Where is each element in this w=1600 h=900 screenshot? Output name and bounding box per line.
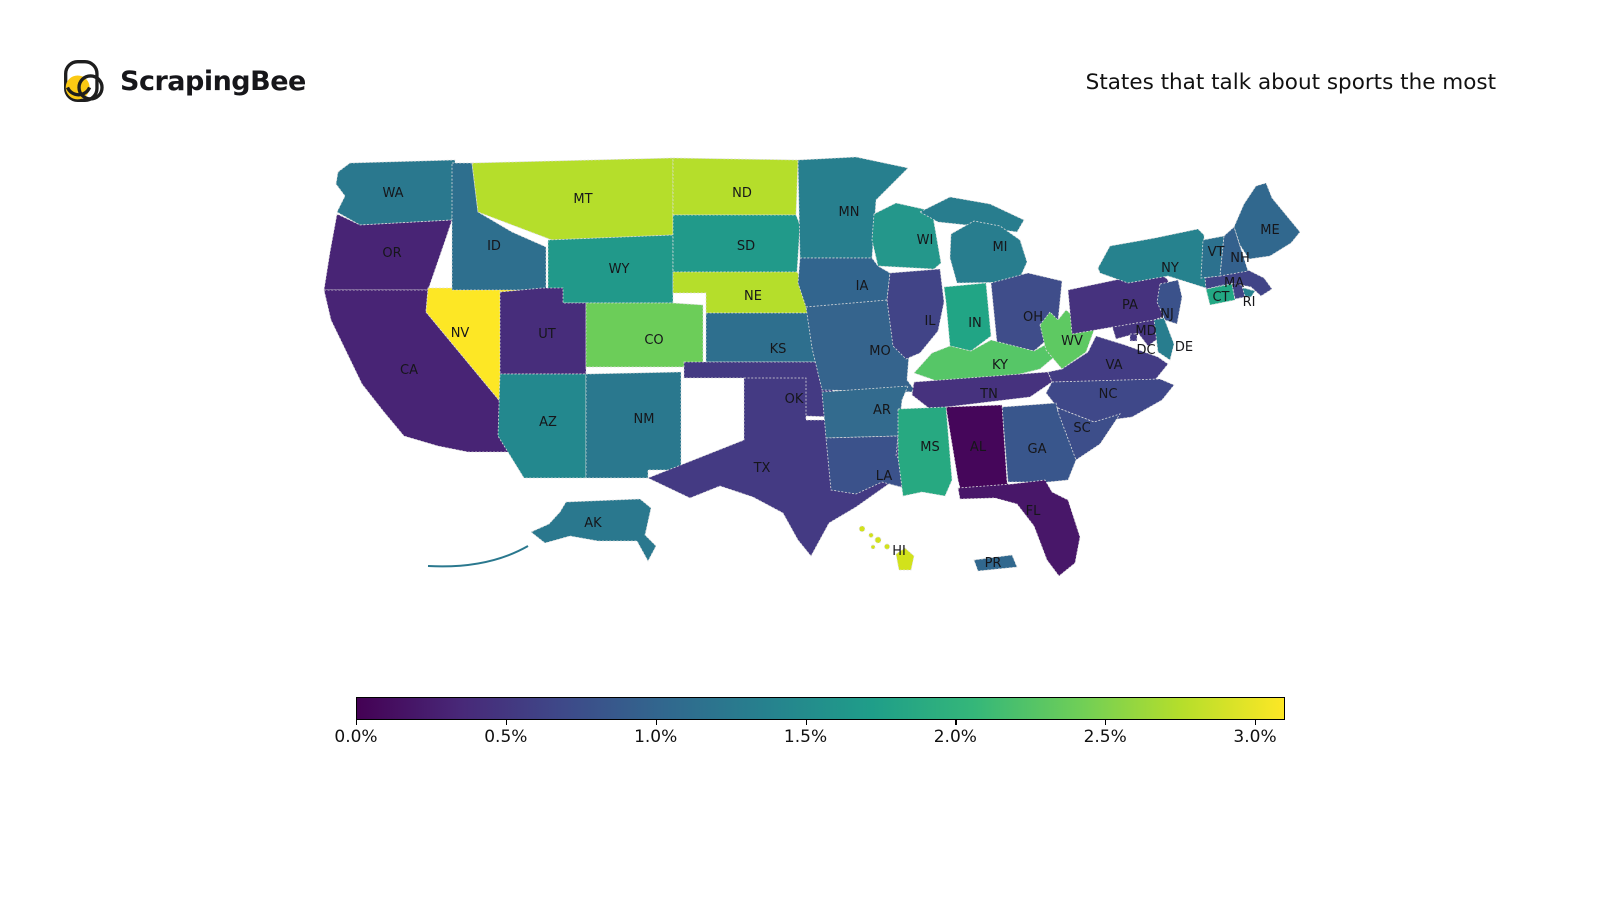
state-wa[interactable] (335, 159, 456, 226)
state-la[interactable] (825, 435, 913, 495)
state-ks[interactable] (705, 312, 831, 363)
state-nc[interactable] (1045, 378, 1175, 423)
state-az[interactable] (497, 373, 587, 479)
state-sc[interactable] (1057, 407, 1121, 461)
state-nh[interactable] (1219, 226, 1249, 277)
state-hi[interactable] (884, 543, 891, 550)
colorbar-tick-label: 1.0% (634, 727, 678, 747)
state-il[interactable] (886, 268, 945, 360)
state-sd[interactable] (672, 214, 801, 273)
colorbar-tick (1255, 720, 1257, 725)
colorbar-tick (356, 720, 358, 725)
colorbar-gradient (356, 697, 1285, 720)
state-hi[interactable] (870, 544, 876, 550)
state-nj[interactable] (1156, 279, 1183, 325)
state-or[interactable] (323, 213, 453, 291)
colorbar-tick-label: 3.0% (1233, 727, 1277, 747)
state-mi[interactable] (919, 196, 1025, 233)
state-pr[interactable] (973, 554, 1018, 572)
state-wy[interactable] (547, 234, 674, 304)
logo-outline-circle (77, 74, 104, 101)
state-hi[interactable] (858, 525, 866, 532)
state-mi[interactable] (949, 220, 1028, 284)
state-label-de: DE (1175, 340, 1193, 355)
state-va[interactable] (1047, 335, 1169, 383)
state-ms[interactable] (897, 406, 953, 497)
state-ri[interactable] (1231, 281, 1246, 300)
state-ar[interactable] (821, 385, 909, 439)
logo-text: ScrapingBee (120, 65, 306, 97)
state-fl[interactable] (957, 479, 1081, 577)
colorbar-tick (805, 720, 807, 725)
colorbar-tick (955, 720, 957, 725)
scrapingbee-logo: ScrapingBee (62, 58, 306, 104)
state-de[interactable] (1153, 317, 1175, 361)
colorbar-tick-label: 0.0% (334, 727, 378, 747)
colorbar-tick (655, 720, 657, 725)
state-me[interactable] (1233, 182, 1301, 260)
state-ga[interactable] (1001, 402, 1077, 483)
colorbar-tick (1105, 720, 1107, 725)
colorbar-tick-label: 1.5% (783, 727, 828, 747)
state-hi[interactable] (895, 547, 915, 571)
state-in[interactable] (943, 282, 992, 352)
state-hi[interactable] (868, 532, 874, 538)
colorbar-tick-label: 2.5% (1083, 727, 1127, 747)
state-ak[interactable] (530, 498, 657, 562)
state-ut[interactable] (499, 287, 587, 375)
state-co[interactable] (585, 302, 704, 368)
state-dc[interactable] (1129, 333, 1138, 342)
state-hi[interactable] (874, 536, 882, 544)
state-wi[interactable] (871, 202, 942, 270)
state-al[interactable] (945, 404, 1013, 497)
state-ma[interactable] (1204, 269, 1273, 297)
colorbar-tick-label: 0.5% (484, 727, 528, 747)
scrapingbee-bee-icon (64, 60, 104, 102)
chart-title: States that talk about sports the most (1085, 70, 1496, 95)
state-nd[interactable] (672, 157, 799, 216)
colorbar-tick-label: 2.0% (933, 727, 977, 747)
colorbar-tick (505, 720, 508, 725)
state-ct[interactable] (1205, 283, 1236, 306)
state-mn[interactable] (797, 156, 909, 259)
state-nm[interactable] (585, 371, 682, 479)
state-ak-islands (427, 545, 529, 568)
